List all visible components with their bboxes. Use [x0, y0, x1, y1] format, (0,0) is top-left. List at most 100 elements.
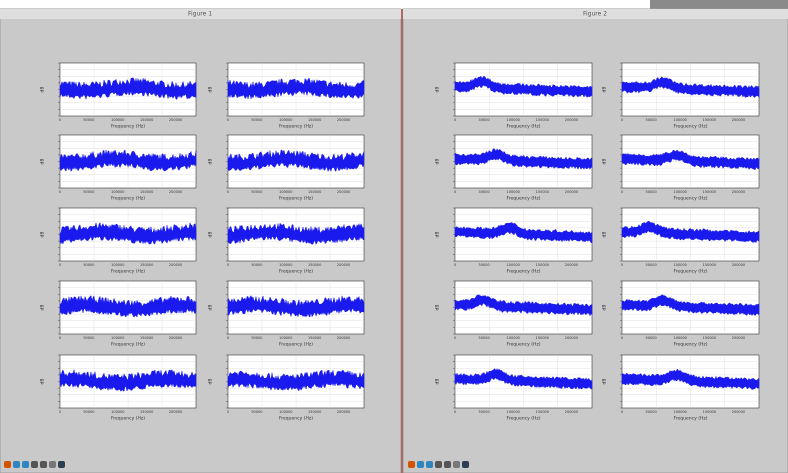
x-tick-label: 150000	[308, 410, 321, 414]
toolbar-button[interactable]	[426, 461, 433, 468]
x-tick-label: 200000	[169, 118, 182, 122]
x-tick-label: 150000	[308, 336, 321, 340]
toolbar-button[interactable]	[13, 461, 20, 468]
x-axis-label: Frequency (Hz)	[507, 196, 541, 202]
toolbar-button[interactable]	[462, 461, 469, 468]
x-tick-label: 100000	[111, 263, 124, 267]
x-tick-label: 200000	[337, 190, 350, 194]
x-tick-label: 150000	[308, 118, 321, 122]
y-axis-label: dB	[208, 232, 214, 238]
x-tick-label: 100000	[279, 190, 292, 194]
x-tick-label: 200000	[732, 190, 745, 194]
toolbar-button[interactable]	[408, 461, 415, 468]
x-tick-label: 100000	[111, 118, 124, 122]
x-tick-label: 150000	[140, 263, 153, 267]
y-axis-label: dB	[208, 379, 214, 385]
toolbar-button[interactable]	[49, 461, 56, 468]
toolbar-button[interactable]	[31, 461, 38, 468]
x-tick-label: 100000	[111, 336, 124, 340]
x-tick-label: 0	[454, 190, 456, 194]
y-axis-label: dB	[208, 305, 214, 311]
x-axis-label: Frequency (Hz)	[507, 124, 541, 130]
x-tick-label: 150000	[536, 190, 549, 194]
screen: Figure 1 Figure 2 0500001000001500002000…	[0, 0, 788, 473]
x-axis-label: Frequency (Hz)	[111, 124, 145, 130]
x-axis-label: Frequency (Hz)	[507, 269, 541, 275]
x-axis-label: Frequency (Hz)	[279, 342, 313, 348]
toolbar-button[interactable]	[58, 461, 65, 468]
x-tick-label: 200000	[169, 410, 182, 414]
x-tick-label: 200000	[169, 190, 182, 194]
y-axis-label: dB	[435, 379, 441, 385]
x-tick-label: 0	[454, 118, 456, 122]
toolbar-button[interactable]	[22, 461, 29, 468]
x-tick-label: 200000	[732, 336, 745, 340]
x-tick-label: 0	[454, 263, 456, 267]
x-tick-label: 50000	[646, 410, 657, 414]
x-tick-label: 100000	[279, 263, 292, 267]
toolbar-button[interactable]	[4, 461, 11, 468]
x-axis-label: Frequency (Hz)	[507, 416, 541, 422]
x-axis-label: Frequency (Hz)	[674, 416, 708, 422]
x-axis-label: Frequency (Hz)	[279, 124, 313, 130]
x-tick-label: 50000	[479, 118, 490, 122]
x-tick-label: 200000	[565, 410, 578, 414]
toolbar-button[interactable]	[453, 461, 460, 468]
y-axis-label: dB	[40, 159, 46, 165]
x-tick-label: 150000	[536, 410, 549, 414]
y-axis-label: dB	[602, 159, 608, 165]
x-tick-label: 100000	[674, 190, 687, 194]
x-tick-label: 50000	[251, 190, 262, 194]
x-axis-label: Frequency (Hz)	[674, 342, 708, 348]
x-axis-label: Frequency (Hz)	[674, 269, 708, 275]
x-tick-label: 150000	[308, 263, 321, 267]
x-tick-label: 0	[59, 336, 61, 340]
x-tick-label: 100000	[279, 410, 292, 414]
x-tick-label: 50000	[646, 190, 657, 194]
x-tick-label: 0	[59, 118, 61, 122]
toolbar-button[interactable]	[435, 461, 442, 468]
x-tick-label: 50000	[83, 336, 94, 340]
x-tick-label: 50000	[83, 410, 94, 414]
y-axis-label: dB	[435, 232, 441, 238]
toolbar-button[interactable]	[444, 461, 451, 468]
x-tick-label: 200000	[732, 263, 745, 267]
x-tick-label: 200000	[169, 263, 182, 267]
x-tick-label: 50000	[646, 263, 657, 267]
x-axis-label: Frequency (Hz)	[279, 269, 313, 275]
x-tick-label: 150000	[140, 190, 153, 194]
x-tick-label: 100000	[674, 410, 687, 414]
x-axis-label: Frequency (Hz)	[279, 416, 313, 422]
y-axis-label: dB	[40, 232, 46, 238]
x-tick-label: 100000	[507, 263, 520, 267]
x-tick-label: 50000	[479, 263, 490, 267]
x-tick-label: 100000	[279, 336, 292, 340]
x-tick-label: 0	[621, 118, 623, 122]
x-tick-label: 150000	[140, 118, 153, 122]
x-tick-label: 0	[454, 410, 456, 414]
x-tick-label: 0	[621, 190, 623, 194]
x-tick-label: 0	[227, 118, 229, 122]
x-tick-label: 50000	[646, 336, 657, 340]
x-axis-label: Frequency (Hz)	[111, 416, 145, 422]
y-axis-label: dB	[40, 87, 46, 93]
x-tick-label: 50000	[251, 410, 262, 414]
x-tick-label: 150000	[703, 263, 716, 267]
x-tick-label: 200000	[169, 336, 182, 340]
x-tick-label: 100000	[674, 263, 687, 267]
x-tick-label: 0	[621, 263, 623, 267]
x-tick-label: 0	[227, 190, 229, 194]
x-tick-label: 200000	[732, 410, 745, 414]
toolbar-button[interactable]	[417, 461, 424, 468]
window-title: Figure 2	[583, 11, 607, 18]
x-tick-label: 100000	[507, 410, 520, 414]
y-axis-label: dB	[435, 87, 441, 93]
x-axis-label: Frequency (Hz)	[111, 196, 145, 202]
x-tick-label: 50000	[83, 118, 94, 122]
x-tick-label: 100000	[507, 336, 520, 340]
x-tick-label: 50000	[251, 263, 262, 267]
x-tick-label: 150000	[140, 410, 153, 414]
y-axis-label: dB	[602, 87, 608, 93]
x-tick-label: 100000	[111, 190, 124, 194]
toolbar-button[interactable]	[40, 461, 47, 468]
